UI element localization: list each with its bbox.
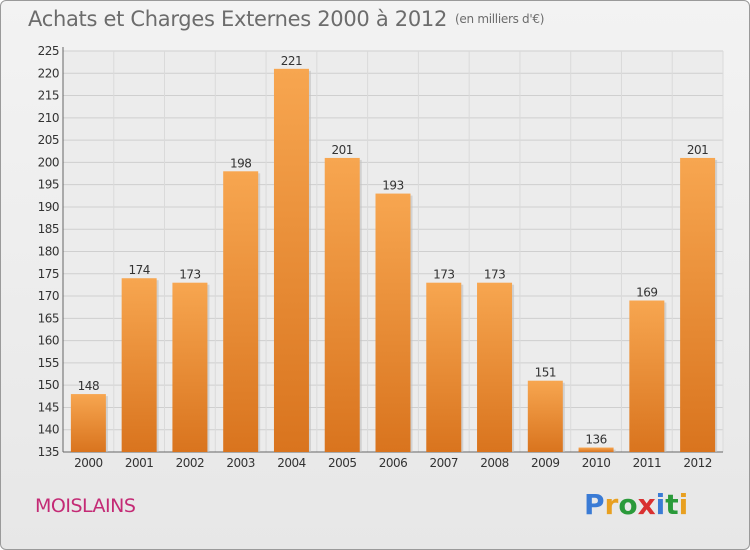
x-tick-label: 2004 bbox=[277, 456, 306, 470]
bar-value-label: 193 bbox=[382, 179, 403, 193]
y-tick-label: 140 bbox=[38, 423, 59, 437]
x-tick-label: 2010 bbox=[582, 456, 611, 470]
bar bbox=[375, 193, 411, 453]
bar-value-label: 173 bbox=[484, 268, 505, 282]
y-tick-label: 180 bbox=[38, 245, 59, 259]
y-tick-label: 215 bbox=[38, 89, 59, 103]
bar bbox=[172, 282, 208, 452]
bar bbox=[629, 300, 665, 452]
y-tick-label: 160 bbox=[38, 334, 59, 348]
x-tick-label: 2001 bbox=[125, 456, 154, 470]
bar bbox=[273, 68, 309, 453]
bar bbox=[324, 157, 360, 452]
x-tick-label: 2012 bbox=[683, 456, 712, 470]
y-tick-label: 175 bbox=[38, 267, 59, 281]
bar-value-label: 169 bbox=[636, 286, 657, 300]
bar-value-label: 221 bbox=[281, 54, 302, 68]
bar bbox=[426, 282, 462, 452]
chart-unit: (en milliers d'€) bbox=[455, 12, 545, 26]
logo-letter: i bbox=[655, 488, 666, 521]
y-tick-label: 185 bbox=[38, 222, 59, 236]
x-tick-label: 2003 bbox=[226, 456, 255, 470]
y-tick-label: 195 bbox=[38, 178, 59, 192]
x-tick-label: 2011 bbox=[633, 456, 662, 470]
logo-letter: r bbox=[604, 488, 619, 521]
logo-letter: o bbox=[618, 488, 638, 521]
bar bbox=[477, 282, 513, 452]
x-tick-label: 2009 bbox=[531, 456, 560, 470]
bar-value-label: 148 bbox=[78, 379, 99, 393]
bar bbox=[578, 447, 614, 452]
y-tick-label: 145 bbox=[38, 400, 59, 414]
logo-letter: P bbox=[584, 488, 605, 521]
logo-letter: t bbox=[665, 488, 679, 521]
bar-value-label: 136 bbox=[585, 433, 606, 447]
y-tick-label: 225 bbox=[38, 44, 59, 58]
bar-value-label: 173 bbox=[433, 268, 454, 282]
bar bbox=[121, 278, 157, 452]
bar-value-label: 174 bbox=[128, 263, 149, 277]
bar bbox=[223, 171, 259, 453]
x-tick-label: 2000 bbox=[74, 456, 103, 470]
y-tick-label: 210 bbox=[38, 111, 59, 125]
bar-value-label: 198 bbox=[230, 156, 251, 170]
labels: 135 140 145 150 155 160 165 170 175 180 185 190 195 2… bbox=[38, 44, 713, 470]
bar bbox=[527, 380, 563, 452]
y-tick-label: 205 bbox=[38, 133, 59, 147]
y-tick-label: 155 bbox=[38, 356, 59, 370]
y-tick-label: 190 bbox=[38, 200, 59, 214]
x-tick-label: 2006 bbox=[379, 456, 408, 470]
x-tick-label: 2008 bbox=[480, 456, 509, 470]
y-tick-label: 200 bbox=[38, 155, 59, 169]
proxiti-logo: Proxiti bbox=[584, 488, 688, 521]
chart-title: Achats et Charges Externes 2000 à 2012 (e… bbox=[28, 7, 545, 31]
x-tick-label: 2002 bbox=[176, 456, 205, 470]
logo-letter: i bbox=[678, 488, 689, 521]
y-tick-label: 165 bbox=[38, 311, 59, 325]
bar-value-label: 201 bbox=[332, 143, 353, 157]
bar bbox=[680, 157, 716, 452]
y-tick-label: 170 bbox=[38, 289, 59, 303]
bar bbox=[70, 394, 106, 452]
y-tick-label: 150 bbox=[38, 378, 59, 392]
y-tick-label: 220 bbox=[38, 66, 59, 80]
y-tick-label: 135 bbox=[38, 445, 59, 459]
bars bbox=[70, 68, 718, 453]
x-tick-label: 2007 bbox=[429, 456, 458, 470]
bar-value-label: 173 bbox=[179, 268, 200, 282]
logo-letter: x bbox=[637, 488, 656, 521]
bar-value-label: 201 bbox=[687, 143, 708, 157]
x-tick-label: 2005 bbox=[328, 456, 357, 470]
bar-value-label: 151 bbox=[535, 366, 556, 380]
town-name: MOISLAINS bbox=[35, 495, 136, 517]
